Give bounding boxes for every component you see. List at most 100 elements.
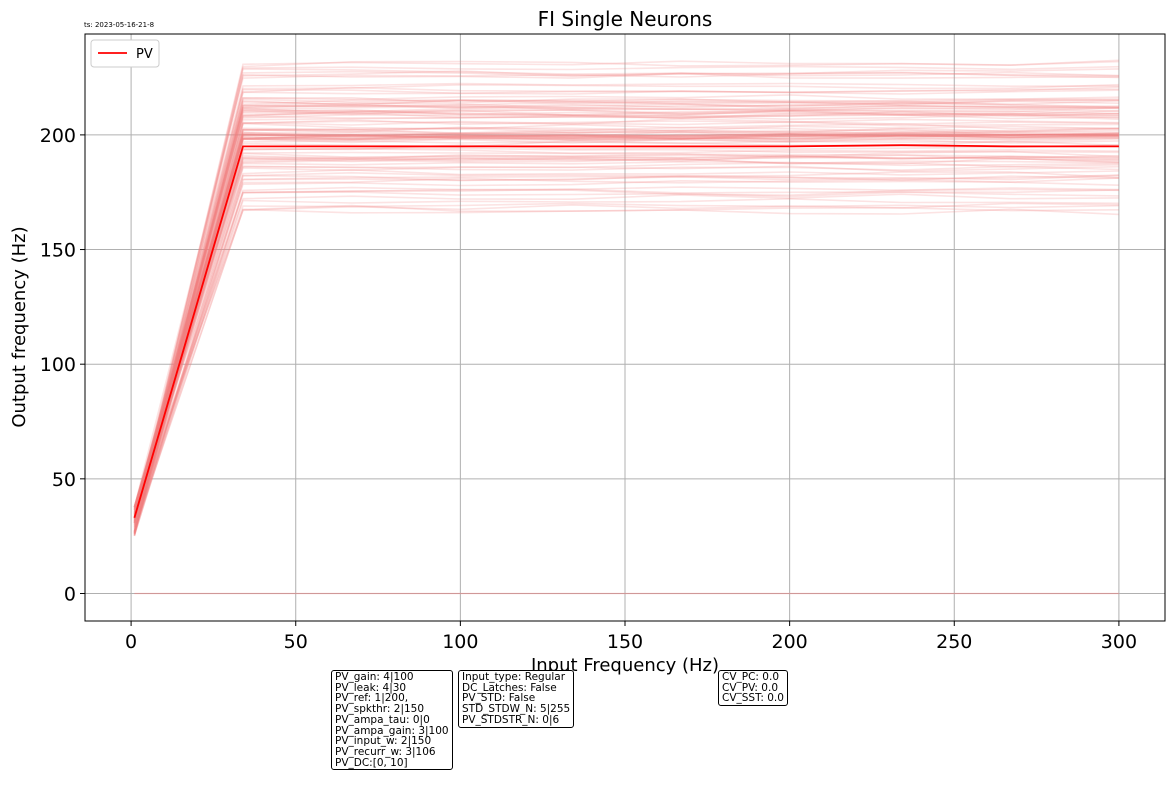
trial-line (133, 165, 1119, 537)
trial-line (133, 140, 1119, 534)
trial-line (133, 177, 1119, 536)
trial-line (133, 60, 1119, 523)
x-axis-label: Input Frequency (Hz) (531, 655, 719, 676)
trial-line (133, 128, 1119, 533)
x-tick-label: 100 (442, 631, 478, 653)
trial-line (133, 114, 1119, 536)
trial-line (133, 168, 1119, 508)
trial-line (133, 72, 1119, 515)
trial-line (133, 99, 1119, 524)
trial-line (133, 136, 1119, 524)
mean-series (133, 144, 1119, 519)
trial-line (133, 174, 1119, 533)
grid (85, 34, 1165, 621)
trial-line (133, 83, 1119, 533)
trial-line (133, 138, 1119, 525)
x-tick-label: 0 (125, 631, 137, 653)
trial-line (133, 131, 1119, 522)
trial-line (133, 150, 1119, 513)
y-tick-label: 0 (64, 583, 76, 605)
trial-line (133, 134, 1119, 524)
trial-line (133, 204, 1119, 531)
trial-line (133, 109, 1119, 522)
trial-line (133, 82, 1119, 520)
trial-line (133, 204, 1119, 510)
legend: PV (90, 39, 160, 68)
trial-line (133, 133, 1119, 514)
pv-params-box: PV_gain: 4|100 PV_leak: 4|30 PV_ref: 1|2… (331, 670, 453, 771)
trial-line (133, 94, 1119, 535)
trial-line (133, 109, 1119, 532)
y-tick-label: 100 (40, 354, 76, 376)
trial-line (133, 65, 1119, 537)
trial-line (133, 157, 1119, 519)
trial-line (133, 191, 1119, 519)
chart-title: FI Single Neurons (538, 7, 713, 31)
trial-line (133, 106, 1119, 522)
trial-line (133, 99, 1119, 529)
trial-line (133, 68, 1119, 525)
trial-line (133, 132, 1119, 507)
y-axis-label: Output frequency (Hz) (9, 226, 30, 427)
trial-line (133, 112, 1119, 518)
trial-line (133, 89, 1119, 536)
trial-line (133, 122, 1119, 508)
cv-params-box: CV_PC: 0.0 CV_PV: 0.0 CV_SST: 0.0 (718, 670, 788, 707)
trial-line (133, 186, 1119, 525)
trial-line (133, 131, 1119, 521)
trial-line (133, 158, 1119, 514)
trial-line (133, 171, 1119, 517)
y-tick-label: 150 (40, 240, 76, 262)
trial-line (133, 152, 1119, 509)
x-tick-label: 300 (1101, 631, 1137, 653)
trial-line (133, 134, 1119, 527)
trial-line (133, 103, 1119, 516)
trial-line (133, 156, 1119, 511)
trial-line (133, 70, 1119, 508)
trial-line (133, 107, 1119, 520)
trial-line (133, 113, 1119, 518)
trial-line (133, 154, 1119, 532)
trial-line (133, 193, 1119, 523)
trial-line (133, 202, 1119, 519)
trial-line (133, 104, 1119, 534)
ticks: 0 50 100 150 200 250 300 0 50 100 150 200 (40, 125, 1137, 653)
trial-line (133, 101, 1119, 522)
trial-line (133, 120, 1119, 530)
trial-lines (133, 59, 1119, 595)
trial-line (133, 71, 1119, 517)
trial-line (133, 70, 1119, 534)
trial-line (133, 155, 1119, 508)
trial-line (133, 175, 1119, 533)
trial-line (133, 197, 1119, 529)
trial-line (133, 117, 1119, 532)
trial-line (133, 130, 1119, 507)
trial-line (133, 132, 1119, 510)
trial-line (133, 59, 1119, 524)
trial-line (133, 109, 1119, 509)
trial-line (133, 174, 1119, 533)
trial-line (133, 127, 1119, 514)
trial-line (133, 138, 1119, 512)
y-tick-label: 200 (40, 125, 76, 147)
x-tick-label: 200 (772, 631, 808, 653)
trial-line (133, 208, 1119, 530)
trial-line (133, 106, 1119, 534)
trial-line (133, 114, 1119, 508)
trial-line (133, 165, 1119, 519)
trial-line (133, 133, 1119, 534)
trial-line (133, 133, 1119, 520)
input-params-box: Input_type: Regular DC_Latches: False PV… (458, 670, 575, 728)
trial-line (133, 125, 1119, 534)
trial-line (133, 88, 1119, 515)
trial-line (133, 131, 1119, 510)
trial-line (133, 126, 1119, 511)
x-tick-label: 50 (284, 631, 308, 653)
y-tick-label: 50 (52, 469, 76, 491)
timestamp: ts: 2023-05-16-21-8 (84, 21, 154, 29)
trial-line (133, 135, 1119, 515)
x-tick-label: 150 (607, 631, 643, 653)
trial-line (133, 108, 1119, 523)
trial-line (133, 160, 1119, 511)
